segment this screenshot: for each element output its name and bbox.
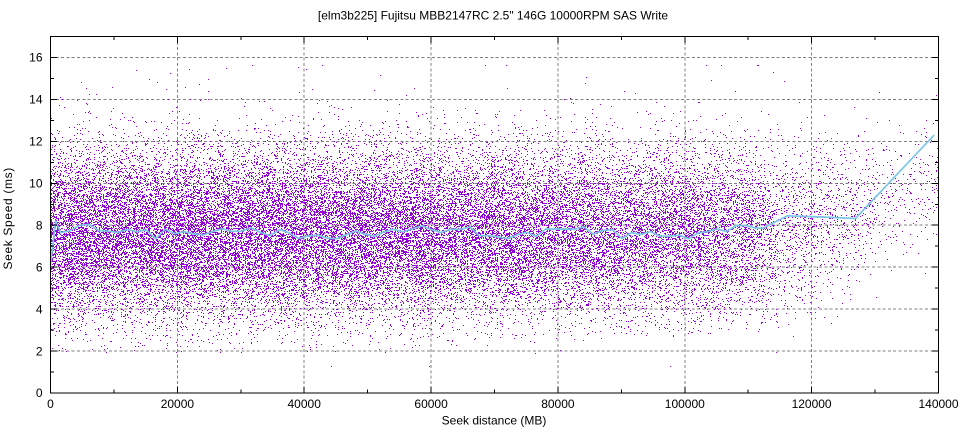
svg-text:120000: 120000 — [792, 397, 832, 411]
svg-text:0: 0 — [36, 386, 43, 400]
svg-text:Seek distance (MB): Seek distance (MB) — [442, 414, 547, 428]
svg-text:12: 12 — [29, 135, 43, 149]
svg-text:20000: 20000 — [161, 397, 195, 411]
svg-text:10: 10 — [29, 177, 43, 191]
svg-text:60000: 60000 — [414, 397, 448, 411]
svg-text:4: 4 — [36, 302, 43, 316]
svg-text:2: 2 — [36, 344, 43, 358]
svg-text:Seek Speed (ms): Seek Speed (ms) — [1, 167, 15, 269]
svg-text:6: 6 — [36, 260, 43, 274]
svg-text:14: 14 — [29, 93, 43, 107]
svg-text:100000: 100000 — [665, 397, 705, 411]
svg-text:16: 16 — [29, 51, 43, 65]
svg-text:8: 8 — [36, 218, 43, 232]
svg-text:140000: 140000 — [918, 397, 958, 411]
svg-text:40000: 40000 — [288, 397, 322, 411]
svg-text:0: 0 — [47, 397, 54, 411]
svg-text:80000: 80000 — [541, 397, 575, 411]
svg-text:[elm3b225] Fujitsu MBB2147RC 2: [elm3b225] Fujitsu MBB2147RC 2.5" 146G 1… — [318, 9, 669, 23]
